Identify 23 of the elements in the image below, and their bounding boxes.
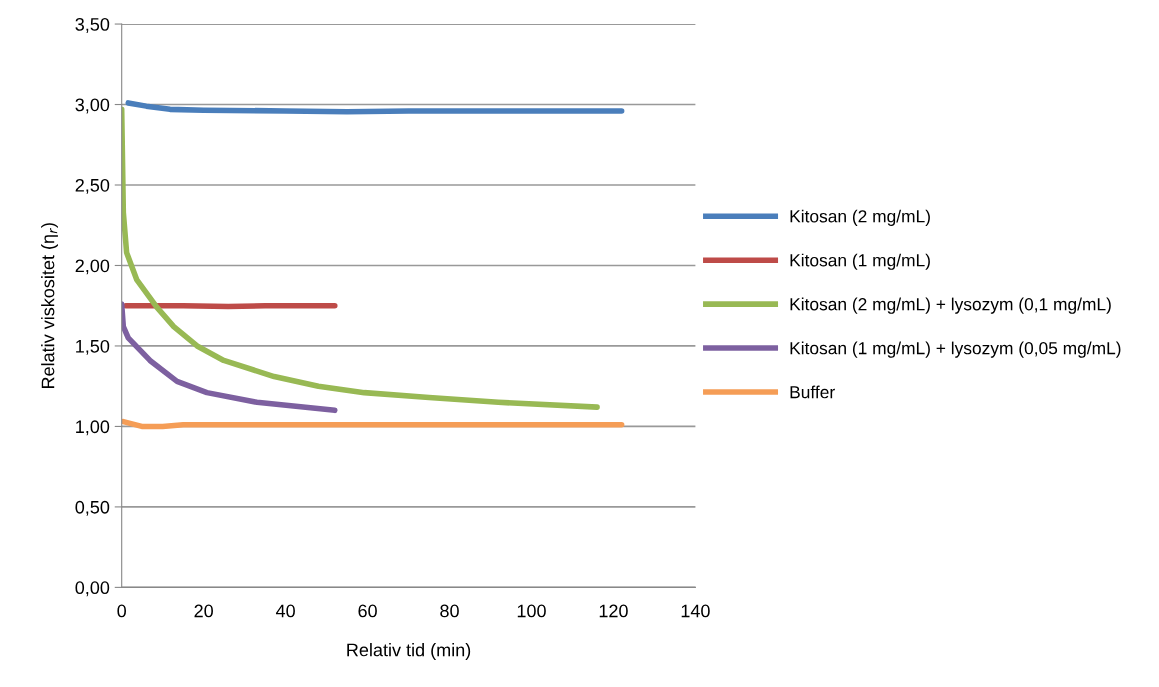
y-tick-label: 3,50 [75,17,110,33]
y-tick-label: 0,50 [75,500,110,516]
x-tick-label: 20 [194,604,213,618]
legend-label: Buffer [790,385,835,399]
x-tick-label: 0 [117,604,127,618]
x-axis-title: Relativ tid (min) [347,643,471,660]
x-tick-label: 140 [681,604,710,618]
x-tick-label: 80 [440,604,459,618]
x-tick-label: 60 [358,604,377,618]
x-tick-label: 100 [517,604,546,618]
y-tick-label: 0,00 [75,581,110,597]
y-tick-label: 1,50 [76,339,110,355]
y-tick-label: 3,00 [75,98,110,114]
x-tick-label: 40 [275,604,295,618]
y-tick-label: 2,50 [75,178,110,194]
legend-label: Kitosan (2 mg/mL) [790,209,930,226]
y-tick-label: 2,00 [75,259,110,275]
legend-label: Kitosan (1 mg/mL) + lysozym (0,05 mg/mL) [790,341,1121,358]
x-tick-label: 120 [599,604,628,618]
legend-label: Kitosan (2 mg/mL) + lysozym (0,1 mg/mL) [790,297,1111,314]
legend-label: Kitosan (1 mg/mL) [790,253,930,270]
y-axis-title: Relativ viskositet (η$_{r}$) [41,223,58,389]
y-tick-label: 1,00 [76,420,110,436]
